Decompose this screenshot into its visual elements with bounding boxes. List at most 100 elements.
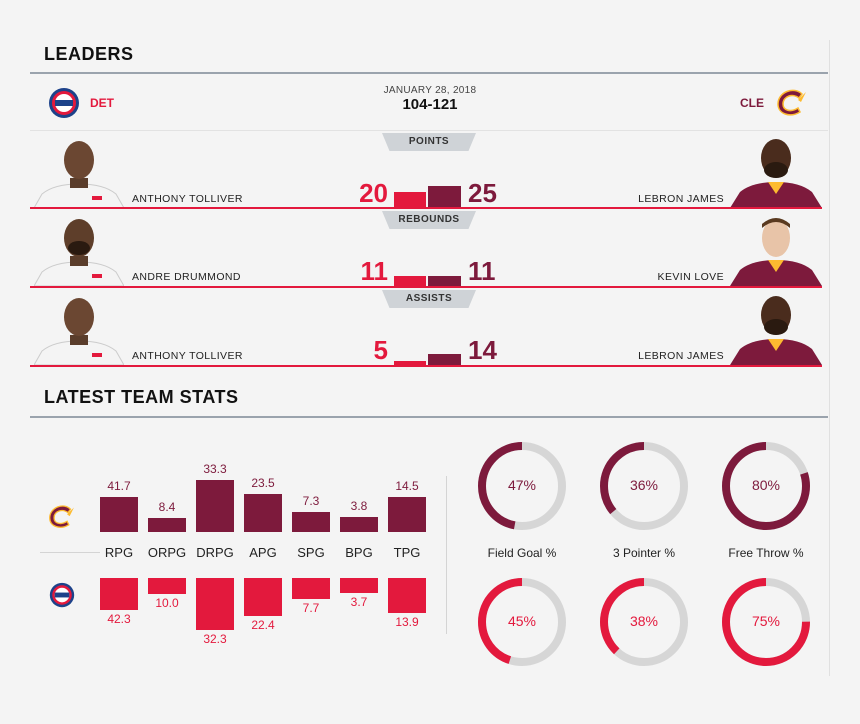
cle-stat-bar-orpg xyxy=(148,518,186,532)
stat-category-bpg: BPG xyxy=(345,545,373,560)
home-team-name[interactable]: DET xyxy=(90,96,114,110)
cle-stat-value-spg: 7.3 xyxy=(302,494,320,508)
leaders-divider xyxy=(30,72,828,74)
cle-ring-field-goal xyxy=(476,440,568,532)
det-stat-value-drpg: 32.3 xyxy=(203,632,227,646)
stat-category-rpg: RPG xyxy=(104,545,134,560)
ring-label: Field Goal % xyxy=(487,546,557,560)
stat-value-cle-points: 25 xyxy=(468,178,497,208)
ring-progress xyxy=(600,578,688,666)
det-stat-bar-tpg xyxy=(388,578,426,613)
det-stat-bar-rpg xyxy=(100,578,138,610)
ring-progress xyxy=(722,442,810,530)
player-photo-cle-assists xyxy=(730,293,822,370)
ring-label: 3 Pointer % xyxy=(612,546,676,560)
cle-stat-value-orpg: 8.4 xyxy=(158,500,176,514)
leaders-title: LEADERS xyxy=(44,44,134,64)
row-divider-points xyxy=(30,207,822,209)
det-ring-field-goal xyxy=(476,576,568,668)
player-name-cle-rebounds[interactable]: KEVIN LOVE xyxy=(657,271,724,283)
cavaliers-logo-icon[interactable] xyxy=(774,88,808,123)
det-stat-value-bpg: 3.7 xyxy=(350,595,368,609)
player-name-cle-assists[interactable]: LEBRON JAMES xyxy=(638,350,724,362)
det-stat-value-orpg: 10.0 xyxy=(155,596,179,610)
player-name-det-assists[interactable]: ANTHONY TOLLIVER xyxy=(132,350,243,362)
cle-ring-3-pointer xyxy=(598,440,690,532)
cle-stat-bar-tpg xyxy=(388,497,426,532)
pistons-logo-icon[interactable] xyxy=(48,87,80,124)
away-team-name[interactable]: CLE xyxy=(740,96,764,110)
cle-ring-percent: 36% xyxy=(629,477,659,493)
player-photo-det-points xyxy=(33,136,125,213)
det-ring-percent: 45% xyxy=(507,613,537,629)
stat-value-cle-rebounds: 11 xyxy=(468,256,496,286)
compare-bar-cle-points xyxy=(428,186,461,207)
det-stat-value-rpg: 42.3 xyxy=(107,612,131,626)
det-stat-value-spg: 7.7 xyxy=(302,601,320,615)
row-divider-assists xyxy=(30,365,822,367)
stat-category-tpg: TPG xyxy=(393,545,421,560)
player-photo-cle-points xyxy=(730,136,822,213)
det-stat-bar-orpg xyxy=(148,578,186,594)
row-divider-rebounds xyxy=(30,286,822,288)
category-tab-assists: ASSISTS xyxy=(382,290,476,308)
stats-axis-stub xyxy=(40,552,100,553)
ring-label: Free Throw % xyxy=(728,546,804,560)
player-name-det-rebounds[interactable]: ANDRE DRUMMOND xyxy=(132,271,241,283)
stat-value-det-rebounds: 11 xyxy=(360,256,389,286)
stat-category-drpg: DRPG xyxy=(196,545,234,560)
cle-stat-value-drpg: 33.3 xyxy=(203,462,227,476)
compare-bar-det-assists xyxy=(394,361,426,365)
header-divider xyxy=(30,130,828,131)
cle-ring-percent: 47% xyxy=(507,477,537,493)
stat-value-det-assists: 5 xyxy=(373,335,388,365)
cle-stat-bar-rpg xyxy=(100,497,138,532)
cavaliers-logo-icon xyxy=(46,504,76,535)
det-ring-free-throw xyxy=(720,576,812,668)
det-stat-bar-bpg xyxy=(340,578,378,593)
ring-progress xyxy=(478,442,566,530)
cle-stat-value-apg: 23.5 xyxy=(251,476,275,490)
team-stats-divider xyxy=(30,416,828,418)
game-date: JANUARY 28, 2018 xyxy=(383,85,477,96)
team-stats-title: LATEST TEAM STATS xyxy=(44,387,239,407)
cle-stat-bar-apg xyxy=(244,494,282,532)
category-tab-points: POINTS xyxy=(382,133,476,151)
cle-stat-bar-bpg xyxy=(340,517,378,532)
cle-ring-percent: 80% xyxy=(751,477,781,493)
det-ring-3-pointer xyxy=(598,576,690,668)
compare-bar-det-rebounds xyxy=(394,276,426,286)
ring-progress xyxy=(722,578,810,666)
cle-stat-value-bpg: 3.8 xyxy=(350,499,368,513)
player-photo-cle-rebounds xyxy=(730,214,822,291)
stat-value-cle-assists: 14 xyxy=(468,335,497,365)
cle-stat-bar-spg xyxy=(292,512,330,532)
stat-category-apg: APG xyxy=(249,545,277,560)
player-name-det-points[interactable]: ANTHONY TOLLIVER xyxy=(132,193,243,205)
pistons-logo-icon xyxy=(49,582,75,613)
cle-stat-value-rpg: 41.7 xyxy=(107,479,131,493)
stat-category-orpg: ORPG xyxy=(147,545,187,560)
det-ring-percent: 75% xyxy=(751,613,781,629)
cle-stat-value-tpg: 14.5 xyxy=(395,479,419,493)
compare-bar-cle-assists xyxy=(428,354,461,365)
det-stat-value-apg: 22.4 xyxy=(251,618,275,632)
det-stat-bar-apg xyxy=(244,578,282,616)
compare-bar-det-points xyxy=(394,192,426,207)
player-photo-det-assists xyxy=(33,293,125,370)
compare-bar-cle-rebounds xyxy=(428,276,461,286)
det-stat-value-tpg: 13.9 xyxy=(395,615,419,629)
det-stat-bar-drpg xyxy=(196,578,234,630)
stat-value-det-points: 20 xyxy=(359,178,388,208)
det-stat-bar-spg xyxy=(292,578,330,599)
stat-category-spg: SPG xyxy=(297,545,325,560)
category-tab-rebounds: REBOUNDS xyxy=(382,211,476,229)
cle-ring-free-throw xyxy=(720,440,812,532)
ring-progress xyxy=(478,578,566,666)
ring-progress xyxy=(600,442,688,530)
player-name-cle-points[interactable]: LEBRON JAMES xyxy=(638,193,724,205)
game-score: 104-121 xyxy=(402,96,458,113)
player-photo-det-rebounds xyxy=(33,214,125,291)
stats-vertical-divider xyxy=(446,476,447,634)
det-ring-percent: 38% xyxy=(629,613,659,629)
